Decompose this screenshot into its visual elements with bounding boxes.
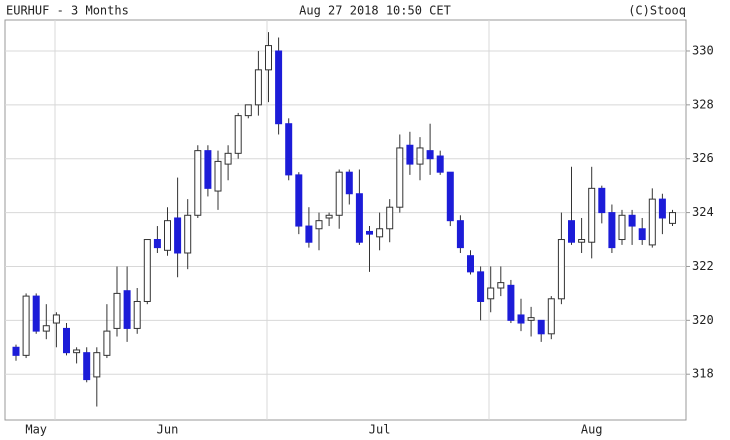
candle-body [32, 295, 40, 332]
candle-body [598, 187, 606, 214]
chart-title: EURHUF - 3 Months [6, 4, 129, 18]
y-tick-label: 324 [692, 205, 714, 219]
month-grid [54, 20, 490, 420]
candle-body [204, 150, 212, 189]
candle-body [133, 300, 141, 329]
candle-body [386, 206, 394, 230]
candle-body [335, 171, 343, 216]
candle-body [83, 352, 91, 381]
candle-body [467, 255, 474, 273]
candle-body [426, 150, 434, 160]
candle-body [103, 330, 111, 356]
candle-body [446, 171, 454, 222]
candle-body [113, 292, 121, 329]
y-tick-label: 328 [692, 97, 714, 111]
candle-body [52, 314, 60, 324]
candle-body [658, 198, 666, 219]
candle-body [497, 282, 505, 289]
x-tick-label: Jul [369, 423, 391, 437]
y-tick-label: 330 [692, 43, 714, 57]
candle-body [557, 239, 565, 300]
candle-body [345, 171, 353, 195]
candle-body [214, 160, 222, 192]
candle-body [608, 212, 616, 249]
candle-body [244, 104, 252, 117]
x-tick-label: Aug [581, 423, 603, 437]
candle-body [12, 346, 20, 356]
candle-body [669, 212, 676, 224]
candle-body [265, 45, 272, 71]
candle-body [184, 214, 192, 254]
candle-body [487, 287, 495, 300]
candle-body [396, 147, 404, 208]
candle-body [517, 314, 525, 324]
candle-body [477, 271, 485, 302]
chart-subtitle: Aug 27 2018 10:50 CET [299, 4, 451, 18]
plot-frame [4, 19, 687, 421]
candle-body [153, 239, 161, 249]
candle-body [275, 50, 283, 125]
candle-body [628, 214, 636, 227]
candle-body [194, 150, 202, 216]
candle-body [315, 220, 323, 230]
candle-body [436, 155, 444, 173]
candle-body [143, 239, 151, 302]
candle-body [93, 352, 101, 378]
y-tick-label: 322 [692, 259, 714, 273]
candle-body [285, 123, 293, 176]
candle-body [224, 152, 232, 165]
candle-body [22, 295, 30, 356]
candle-body [456, 220, 464, 249]
candle-body [123, 290, 131, 329]
candle-body [305, 225, 313, 243]
y-tick-label: 326 [692, 151, 714, 165]
candle-body [174, 217, 182, 254]
candle-body [537, 319, 545, 335]
candle-body [648, 198, 656, 246]
candle-body [366, 230, 373, 235]
candle-body [578, 239, 586, 243]
candle-body [355, 193, 363, 243]
candle-body [406, 144, 414, 165]
candle-body [638, 228, 646, 241]
candle-body [254, 69, 262, 106]
candle-body [376, 228, 384, 238]
candle-body [234, 115, 242, 154]
candle-body [618, 214, 626, 241]
candle-body [416, 147, 424, 165]
candle-body [507, 284, 515, 321]
x-tick-label: May [25, 423, 47, 437]
candle-body [63, 327, 70, 354]
candle-body [325, 214, 333, 219]
candle-body [164, 220, 171, 251]
candle-body [547, 298, 555, 335]
candle-body [42, 325, 50, 332]
y-tick-label: 318 [692, 367, 714, 381]
candle-body [588, 187, 596, 243]
y-tick-label: 320 [692, 313, 714, 327]
source: (C)Stooq [628, 4, 686, 18]
candle-body [568, 220, 575, 243]
candle-body [527, 317, 535, 321]
x-tick-label: Jun [157, 423, 179, 437]
candle-body [73, 349, 81, 354]
candle-body [295, 174, 303, 227]
